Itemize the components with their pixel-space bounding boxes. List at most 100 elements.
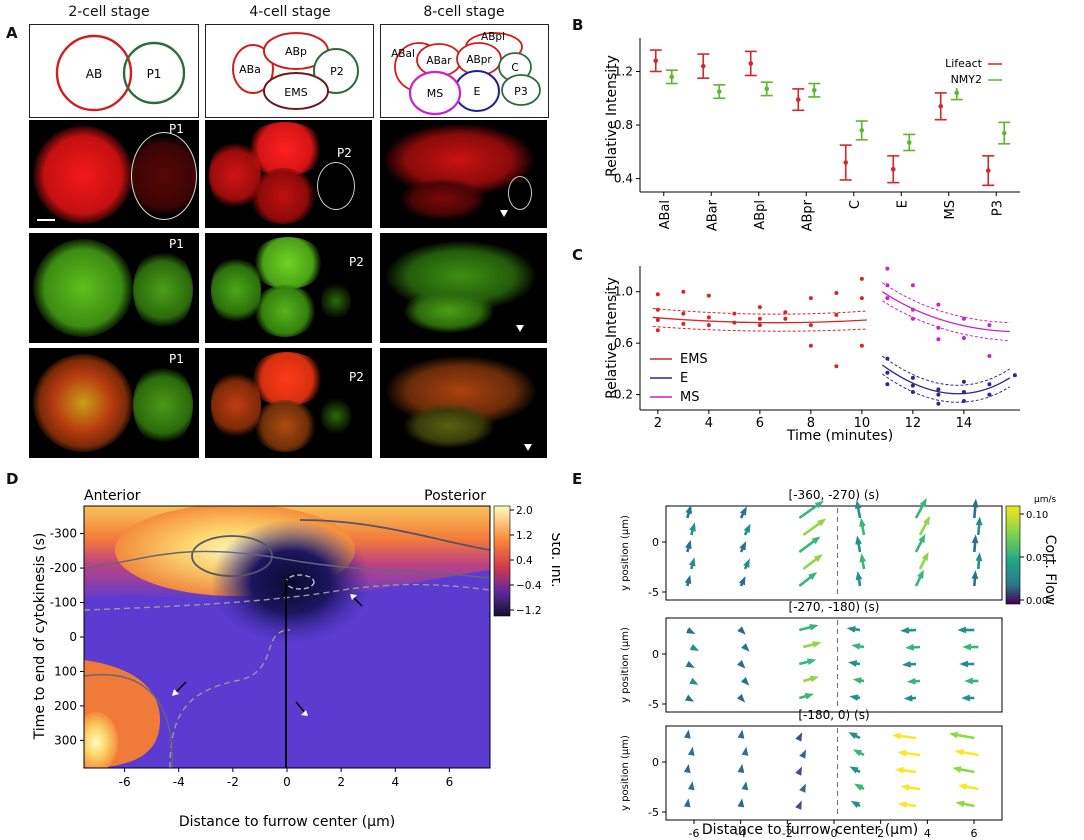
- e-ylabel-0: y position (μm): [620, 515, 631, 591]
- c-ems-point-12: [757, 305, 762, 310]
- e-arrowhead-1-3-3: [852, 677, 862, 684]
- d-cold-spot: [211, 520, 371, 644]
- e-arrowhead-1-0-1: [689, 644, 700, 651]
- c-xtick-label-5: 12: [905, 416, 922, 431]
- e-arrowhead-0-0-4: [684, 574, 692, 585]
- e-xtick-label-6: 6: [971, 827, 978, 838]
- e-arrowhead-1-1-0: [737, 626, 746, 635]
- e-arrowhead-2-0-1: [687, 746, 695, 756]
- cell-ms-outline: [408, 70, 462, 116]
- d-contour-4: [84, 674, 173, 768]
- cell-abpr-label: ABpr: [466, 54, 492, 66]
- c-ms-ci-lower: [882, 300, 1010, 342]
- micro-cell-p2-outline: [317, 162, 355, 210]
- d-cbtick-label-4: −1.2: [516, 605, 542, 617]
- cell-ab-outline: [55, 34, 133, 112]
- e-ytick-label-2-0: 0: [652, 756, 659, 769]
- schematic-2cell: AB P1: [29, 24, 199, 118]
- e-arrowhead-2-1-4: [737, 798, 745, 808]
- d-ytick-label-1: -200: [50, 561, 77, 575]
- c-xlabel: Time (minutes): [786, 428, 893, 444]
- e-arrowhead-0-4-3: [921, 551, 929, 562]
- b-ytick-label-2: 1.2: [614, 64, 633, 78]
- b-xtick-label-3: ABpr: [800, 199, 815, 231]
- c-ytick-label-2: 1.0: [614, 285, 633, 299]
- e-arrowhead-1-3-0: [846, 625, 856, 633]
- chart-c: Relative Intensity Time (minutes) 0.2 0.6…: [604, 266, 1020, 444]
- c-e-point-3: [910, 375, 915, 380]
- e-arrowhead-0-3-1: [859, 517, 866, 527]
- e-arrowhead-1-2-3: [809, 675, 820, 683]
- arrowhead-icon-merge: [524, 444, 532, 451]
- d-contour-3: [84, 550, 490, 579]
- c-ems-point-14: [757, 323, 762, 328]
- e-colorbar-label: Cort. Flow: [1042, 535, 1058, 605]
- c-ytick-label-1: 0.6: [614, 336, 633, 350]
- d-arrowhead-top-icon: [350, 594, 357, 600]
- e-arrowhead-1-5-4: [961, 694, 970, 702]
- micro-cell-p2-merge: [321, 396, 351, 436]
- c-e-point-7: [936, 392, 941, 397]
- e-arrowhead-1-1-2: [737, 660, 746, 669]
- e-arrowhead-0-2-0: [814, 500, 824, 509]
- c-ems-ci-lower: [652, 325, 868, 332]
- e-arrow-0-2-0: [798, 502, 821, 520]
- e-arrowhead-2-3-4: [850, 800, 860, 809]
- e-ylabel-1: y position (μm): [620, 627, 631, 703]
- micro-cell-p1-green: [133, 249, 193, 331]
- e-arrowhead-2-4-1: [897, 749, 907, 757]
- cell-c-label: C: [511, 62, 518, 74]
- d-top-label-posterior: Posterior: [424, 488, 486, 504]
- c-ms-point-9: [961, 316, 966, 321]
- e-arrowhead-2-0-4: [683, 798, 691, 808]
- b-point-1-7: [1001, 130, 1007, 136]
- e-ytick-label-1-1: -5: [648, 698, 659, 711]
- schematic-8cell: ABal ABpl ABar ABpr C MS E P3: [380, 24, 549, 118]
- d-arrowhead-left-icon: [172, 689, 179, 696]
- b-xtick-label-7: P3: [990, 200, 1005, 216]
- cell-ems-outline: [263, 72, 329, 110]
- e-arrowhead-2-0-3: [687, 781, 695, 791]
- c-ms-point-0: [885, 266, 890, 271]
- cell-ab-label: AB: [86, 67, 102, 81]
- c-e-point-11: [961, 399, 966, 403]
- c-ms-fit: [881, 291, 1010, 333]
- micro-cell-ms-e: [400, 178, 486, 220]
- e-arrowhead-2-1-1: [741, 746, 749, 756]
- micro-cell-ab-merge: [33, 354, 133, 452]
- e-arrowhead-0-0-1: [689, 522, 696, 532]
- e-arrowhead-2-3-2: [849, 766, 859, 774]
- stage-title-8cell: 8-cell stage: [423, 4, 505, 20]
- c-ems-ci-upper: [652, 307, 868, 315]
- b-point-1-4: [859, 128, 865, 133]
- c-ems-point-15: [783, 310, 788, 315]
- c-ms-point-4: [910, 307, 915, 312]
- micro-cell-p1-outline: [131, 132, 197, 220]
- c-e-point-10: [961, 390, 966, 394]
- micro-cell-ms-e-merge: [404, 404, 494, 448]
- c-ytick-label-0: 0.2: [614, 388, 633, 402]
- b-legend-lifeact: Lifeact: [945, 57, 983, 70]
- e-arrowhead-0-0-0: [685, 504, 692, 515]
- c-e-ci-lower: [881, 373, 1011, 403]
- e-arrowhead-2-5-2: [952, 766, 962, 773]
- panel-label-d: D: [6, 470, 19, 488]
- c-ms-point-7: [936, 325, 941, 330]
- d-ytick-label-2: -100: [50, 596, 77, 610]
- e-panel-title-2: [-180, 0) (s): [798, 708, 869, 722]
- d-xtick-label-2: -2: [227, 775, 239, 789]
- c-xtick-label-4: 10: [854, 416, 871, 431]
- d-colorbar: [493, 505, 511, 617]
- e-ytick-label-2-1: -5: [648, 806, 659, 819]
- e-arrowhead-2-3-0: [848, 732, 858, 740]
- c-ems-point-10: [732, 311, 737, 316]
- e-arrowhead-0-0-2: [685, 539, 692, 550]
- e-arrowhead-1-0-4: [684, 694, 695, 702]
- c-e-point-9: [961, 379, 966, 384]
- micrograph-2cell-nmy2: P1: [29, 233, 199, 343]
- e-arrowhead-1-1-1: [741, 643, 750, 652]
- e-arrowhead-2-4-2: [894, 767, 904, 774]
- d-top-label-anterior: Anterior: [84, 488, 141, 504]
- d-cbtick-label-0: 2.0: [516, 505, 533, 517]
- micro-cell-ms-e-green: [404, 289, 494, 333]
